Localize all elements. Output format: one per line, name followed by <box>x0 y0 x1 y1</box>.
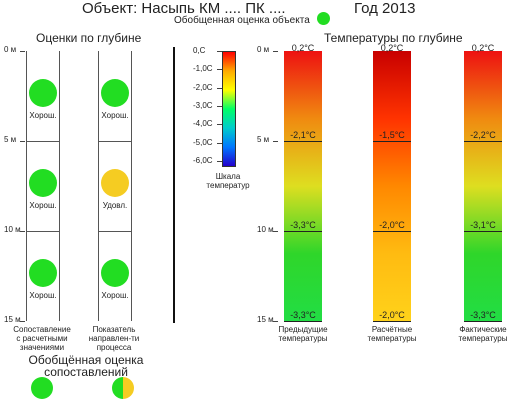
temperature-depth-line <box>373 321 411 322</box>
depth-label: 0 м <box>4 45 17 54</box>
object-summary-label: Обобщенная оценка объекта <box>174 15 310 26</box>
rating-label: Хорош. <box>101 291 129 300</box>
depth-label: 10 м <box>257 225 274 234</box>
depth-tick <box>273 321 278 322</box>
object-summary-indicator <box>317 12 330 25</box>
cell-separator <box>27 141 59 142</box>
temperature-value: 0,2°C <box>291 43 315 53</box>
temperature-value: -3,1°C <box>470 220 496 230</box>
assessments-title: Оценки по глубине <box>36 31 142 45</box>
temperature-column: 0,2°C -2,2°C -3,1°C -3,3°C <box>464 43 502 322</box>
cell-separator <box>99 231 131 232</box>
scale-tick <box>217 87 222 89</box>
scale-tick-label: -5,0С <box>193 137 213 147</box>
temperature-depth-line <box>373 141 411 142</box>
rating-label: Хорош. <box>29 111 57 120</box>
rating-indicator <box>29 259 57 287</box>
rating-indicator <box>101 169 129 197</box>
scale-tick <box>217 142 222 144</box>
scale-tick-label: -6,0С <box>193 155 213 165</box>
depth-label: 15 м <box>257 315 274 324</box>
temperature-depth-line <box>373 231 411 232</box>
temperature-depth-line <box>284 141 322 142</box>
temperature-value: -2,1°C <box>290 130 316 140</box>
temperature-depth-line <box>284 231 322 232</box>
scale-tick <box>217 51 222 52</box>
temperature-depth-line <box>464 231 502 232</box>
scale-tick-label: 0,С <box>193 46 206 55</box>
temperature-column: 0,2°C -1,5°C -2,0°C -2,0°C <box>373 43 411 322</box>
depth-tick <box>273 231 278 232</box>
temperature-scale-bar <box>222 51 236 167</box>
section-divider <box>173 47 175 323</box>
rating-indicator <box>29 169 57 197</box>
temperature-column: 0,2°C -2,1°C -3,3°C -3,3°C <box>284 43 322 322</box>
comparison-summary-title: Обобщённая оценка сопоставлений <box>28 353 144 379</box>
assessment-column-caption: Показатель направлен-ти процесса <box>88 325 140 352</box>
depth-tick <box>273 141 278 142</box>
temperature-value: 0,2°C <box>380 43 404 53</box>
scale-tick-label: -4,0С <box>193 119 213 129</box>
temperature-scale-caption: Шкала температур <box>206 172 250 190</box>
temperature-depth-line <box>464 321 502 322</box>
depth-tick <box>20 141 25 142</box>
assessment-column-caption: Сопоставление с расчетными значениями <box>13 325 71 352</box>
temperatures-title: Температуры по глубине <box>324 31 463 45</box>
scale-tick <box>217 124 222 126</box>
scale-tick-label: -2,0С <box>193 82 213 92</box>
depth-label: 5 м <box>4 135 17 144</box>
depth-tick <box>273 51 278 52</box>
depth-tick <box>20 51 25 52</box>
scale-tick-label: -3,0С <box>193 100 213 110</box>
rating-indicator <box>101 79 129 107</box>
temperature-column-caption: Фактические температуры <box>458 325 508 343</box>
comparison-summary-indicator <box>112 377 134 399</box>
depth-label: 5 м <box>257 135 270 144</box>
depth-tick <box>20 231 25 232</box>
rating-indicator <box>29 79 57 107</box>
scale-tick <box>217 69 222 71</box>
temperature-value: -3,3°C <box>470 310 496 320</box>
cell-separator <box>99 141 131 142</box>
scale-tick <box>217 105 222 107</box>
rating-label: Удовл. <box>102 201 128 210</box>
assessment-column: Хорош. Хорош. Хорош. <box>26 51 60 321</box>
object-title: Объект: Насыпь КМ .... ПК .... <box>82 0 286 17</box>
rating-label: Хорош. <box>29 201 57 210</box>
depth-label: 0 м <box>257 45 270 54</box>
temperature-column-caption: Предыдущие температуры <box>278 325 328 343</box>
temperature-column-caption: Расчётные температуры <box>367 325 417 343</box>
depth-label: 15 м <box>4 315 21 324</box>
temperature-value: -1,5°C <box>379 130 405 140</box>
cell-separator <box>27 231 59 232</box>
depth-label: 10 м <box>4 225 21 234</box>
comparison-summary-indicator <box>31 377 53 399</box>
temperature-depth-line <box>464 141 502 142</box>
temperature-value: 0,2°C <box>471 43 495 53</box>
assessment-column: Хорош. Удовл. Хорош. <box>98 51 132 321</box>
temperature-depth-line <box>284 321 322 322</box>
rating-label: Хорош. <box>101 111 129 120</box>
temperature-value: -3,3°C <box>290 220 316 230</box>
temperature-value: -2,2°C <box>470 130 496 140</box>
rating-label: Хорош. <box>29 291 57 300</box>
depth-tick <box>20 321 25 322</box>
temperature-value: -2,0°C <box>379 310 405 320</box>
temperature-value: -3,3°C <box>290 310 316 320</box>
scale-tick-label: -1,0С <box>193 64 213 74</box>
temperature-value: -2,0°C <box>379 220 405 230</box>
rating-indicator <box>101 259 129 287</box>
year-label: Год 2013 <box>354 0 416 17</box>
scale-tick <box>217 160 222 162</box>
